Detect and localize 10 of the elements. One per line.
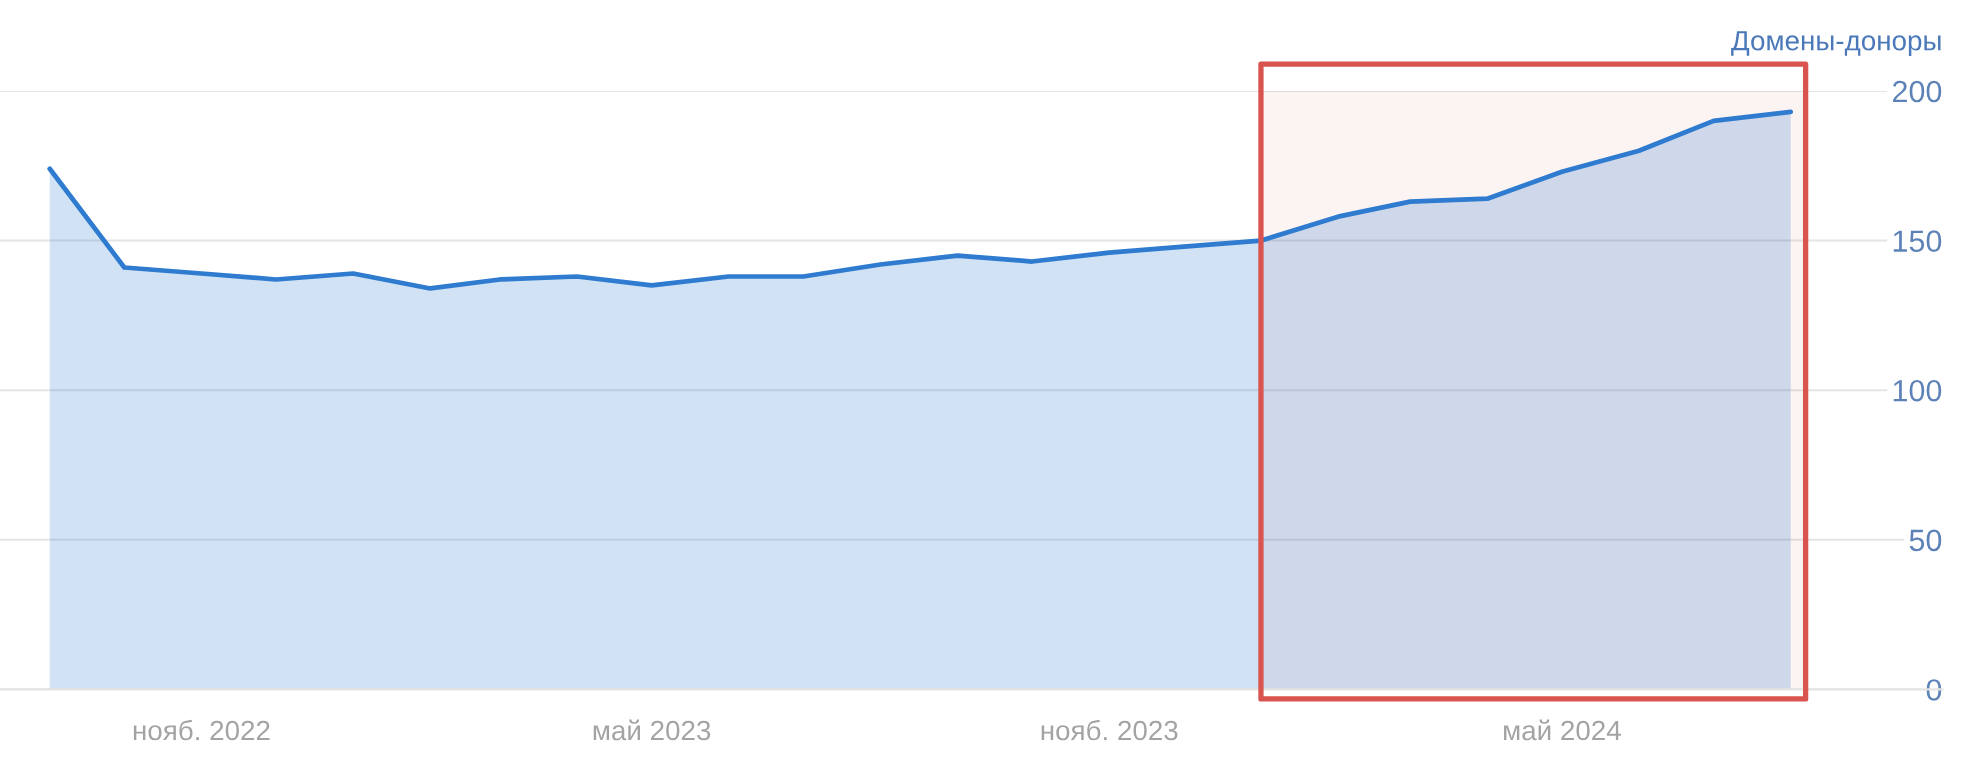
x-tick-label: нояб. 2022 bbox=[133, 719, 270, 741]
y-tick-label: 50 bbox=[1909, 529, 1942, 552]
x-tick-label: май 2023 bbox=[593, 719, 711, 741]
y-axis-title: Домены-доноры bbox=[1731, 31, 1941, 57]
y-tick-label: 0 bbox=[1926, 679, 1942, 701]
y-tick-label: 100 bbox=[1893, 379, 1942, 402]
x-tick-label: нояб. 2023 bbox=[1041, 719, 1178, 741]
y-tick-label: 150 bbox=[1893, 230, 1942, 252]
x-tick-label: май 2024 bbox=[1504, 719, 1621, 741]
y-tick-label: 200 bbox=[1892, 80, 1942, 103]
